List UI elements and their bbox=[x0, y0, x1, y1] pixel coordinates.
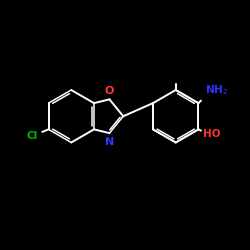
Text: HO: HO bbox=[204, 130, 221, 140]
Text: O: O bbox=[105, 86, 114, 96]
Text: NH$_2$: NH$_2$ bbox=[205, 83, 228, 97]
Text: N: N bbox=[105, 137, 114, 147]
Text: Cl: Cl bbox=[27, 130, 38, 140]
